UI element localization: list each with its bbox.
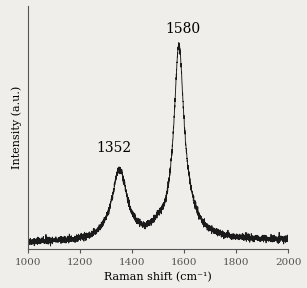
- X-axis label: Raman shift (cm⁻¹): Raman shift (cm⁻¹): [104, 272, 212, 283]
- Y-axis label: Intensity (a.u.): Intensity (a.u.): [12, 86, 22, 169]
- Text: 1352: 1352: [97, 141, 132, 155]
- Text: 1580: 1580: [165, 22, 200, 37]
